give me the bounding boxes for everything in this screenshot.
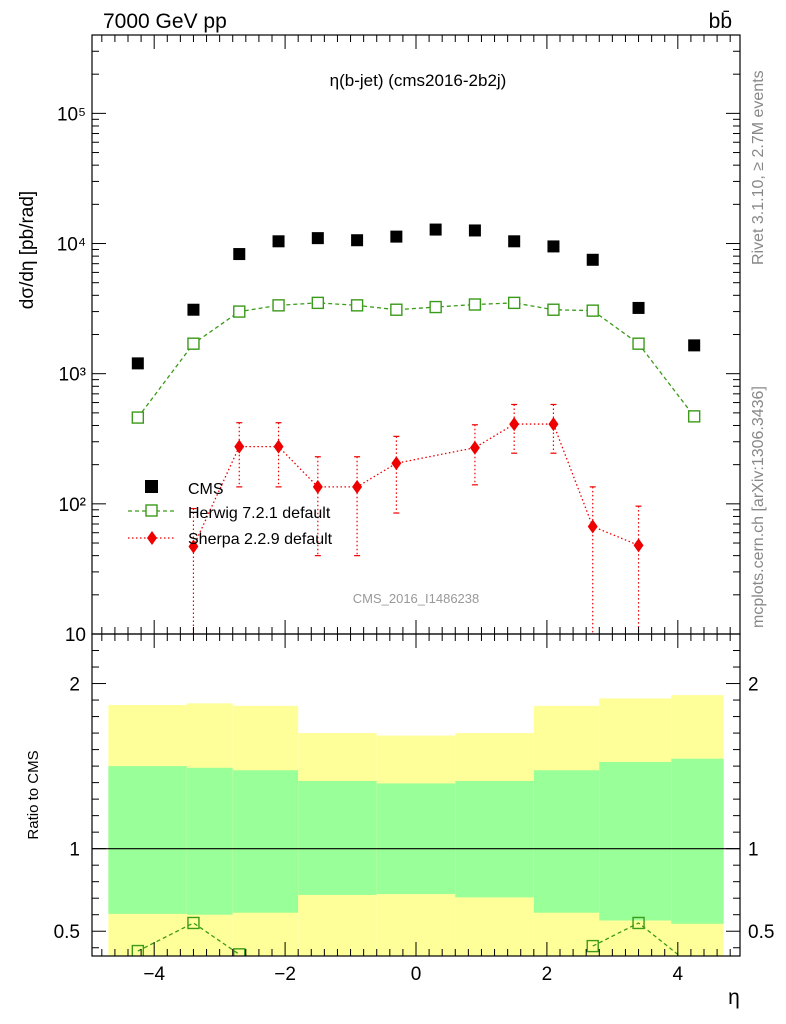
herwig-point [233, 305, 246, 318]
ratio-herwig-point [632, 916, 645, 930]
main-y-tick-label: 10 [65, 625, 86, 646]
legend-label-herwig: Herwig 7.2.1 default [188, 505, 331, 522]
sherpa-point [633, 538, 644, 553]
legend-marker-sherpa [147, 531, 157, 545]
cms-point [688, 339, 701, 352]
cms-point [351, 234, 364, 247]
main-series [131, 223, 701, 634]
herwig-point [350, 299, 364, 312]
x-tick-label: 0 [411, 964, 422, 985]
sherpa-point [312, 479, 323, 494]
cms-point [311, 232, 324, 245]
cms-point [586, 253, 599, 266]
herwig-point [547, 303, 560, 316]
ratio-y-tick-label-right: 2 [748, 675, 759, 696]
rivet-version-label: Rivet 3.1.10, ≥ 2.7M events [750, 70, 767, 265]
ratio-band-green [108, 766, 187, 914]
legend-label-cms: CMS [188, 481, 224, 498]
legend-label-sherpa: Sherpa 2.2.9 default [188, 531, 333, 548]
cms-point [131, 357, 144, 370]
sherpa-point [548, 417, 559, 432]
ratio-y-tick-label-right: 0.5 [748, 922, 774, 943]
x-axis-title: η [728, 986, 740, 1009]
ratio-bands [108, 695, 724, 956]
herwig-point [272, 299, 285, 312]
cms-point [233, 248, 246, 261]
sherpa-point [352, 479, 363, 494]
ratio-band-green [186, 767, 233, 915]
sherpa-line [192, 423, 639, 547]
cms-point [632, 301, 645, 314]
ratio-herwig-point [586, 939, 599, 953]
main-y-tick-label: 10⁵ [57, 104, 86, 125]
cms-point [187, 303, 200, 316]
energy-label: 7000 GeV pp [103, 10, 227, 33]
cms-point [429, 223, 442, 236]
ratio-band-green [455, 780, 534, 898]
ratio-series [131, 916, 700, 973]
ratio-herwig-line [592, 922, 681, 956]
legend-marker-cms [145, 480, 158, 493]
ratio-band-green [599, 761, 672, 921]
mcplots-source-label: mcplots.cern.ch [arXiv:1306.3436] [750, 386, 767, 628]
process-label: bb̄ [709, 10, 732, 33]
analysis-watermark: CMS_2016_I1486238 [353, 591, 480, 606]
ratio-herwig-point [689, 962, 700, 973]
cms-point [547, 240, 560, 253]
main-y-tick-label: 10² [59, 495, 86, 516]
herwig-point [687, 410, 701, 423]
ratio-band-green [232, 770, 299, 913]
cms-point [508, 235, 521, 248]
herwig-point [390, 303, 403, 316]
herwig-point [632, 337, 645, 350]
legend-marker-herwig [145, 504, 158, 517]
herwig-line [137, 302, 695, 418]
ratio-y-tick-label: 2 [69, 675, 80, 696]
x-tick-label: −2 [274, 964, 296, 985]
sherpa-point [273, 439, 284, 454]
axes: 10 10² 10³ 10⁴ 10⁵ −4 −2 0 2 4 0.5 0.5 1 1 2 2 [54, 34, 774, 985]
ratio-herwig-line [137, 922, 240, 955]
sherpa-point [391, 456, 402, 471]
plot-title: η(b-jet) (cms2016-2b2j) [330, 71, 507, 90]
ratio-herwig-point [187, 916, 200, 930]
y-axis-title: dσ/dη [pb/rad] [17, 191, 38, 309]
x-tick-label: −4 [143, 964, 165, 985]
herwig-point [429, 300, 442, 314]
ratio-band-green [671, 758, 724, 924]
main-y-tick-label: 10³ [59, 365, 86, 386]
cms-point [390, 230, 403, 243]
x-tick-label: 2 [542, 964, 553, 985]
ratio-band-green [376, 783, 456, 895]
legend: CMS Herwig 7.2.1 default Sherpa 2.2.9 de… [128, 480, 333, 548]
sherpa-point [509, 417, 520, 432]
sherpa-point [587, 519, 598, 534]
herwig-point [468, 298, 482, 311]
ratio-y-tick-label: 0.5 [54, 922, 80, 943]
herwig-point [131, 411, 145, 424]
sherpa-point [188, 539, 199, 554]
sherpa-point [469, 440, 480, 455]
x-tick-label: 4 [673, 964, 684, 985]
ratio-y-tick-label-right: 1 [748, 840, 759, 861]
cms-point [272, 235, 285, 248]
ratio-y-axis-title: Ratio to CMS [25, 750, 42, 839]
ratio-herwig-point [233, 948, 246, 956]
ratio-band-green [533, 770, 600, 913]
ratio-herwig-point [131, 944, 145, 956]
herwig-point [311, 296, 325, 310]
herwig-point [586, 304, 599, 317]
ratio-band-green [298, 780, 377, 895]
ratio-y-tick-label: 1 [69, 840, 80, 861]
cms-point [468, 224, 481, 237]
herwig-point [187, 337, 200, 350]
main-y-tick-label: 10⁴ [57, 235, 86, 256]
sherpa-point [234, 439, 245, 454]
herwig-point [507, 296, 521, 310]
